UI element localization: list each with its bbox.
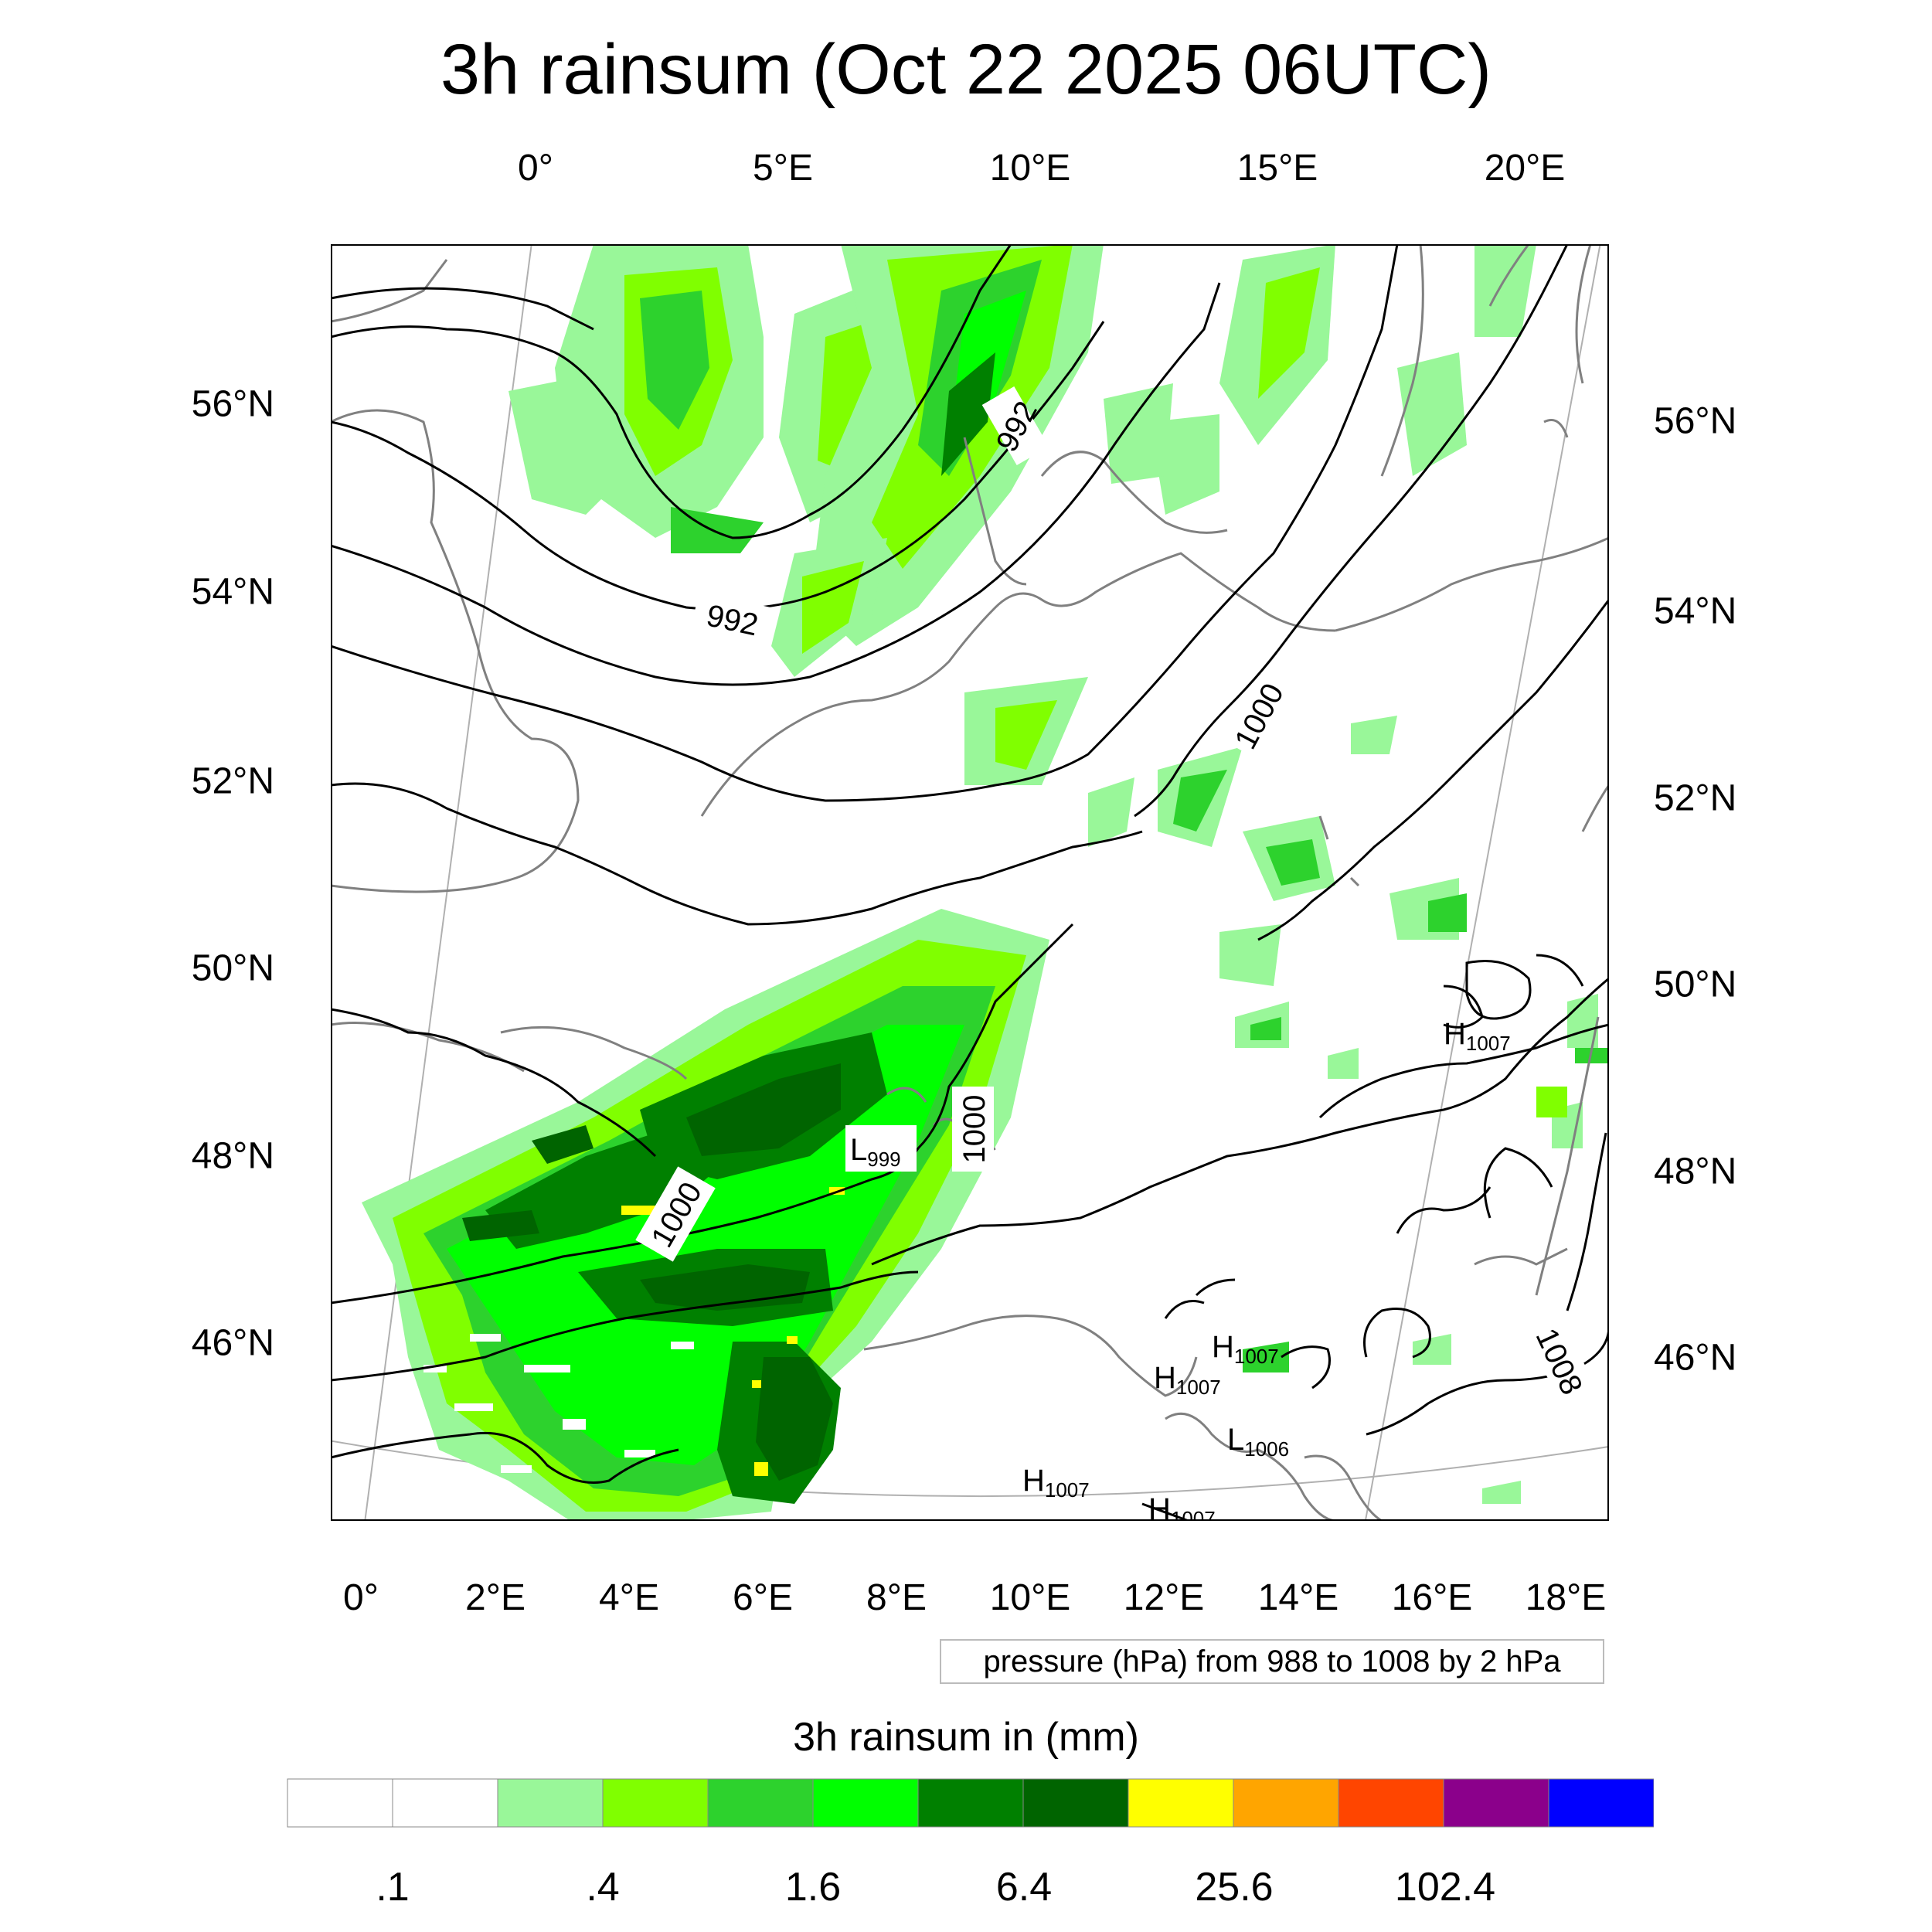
colorbar-label: 25.6 [1195, 1865, 1274, 1910]
contour-info-box: pressure (hPa) from 988 to 1008 by 2 hPa [940, 1639, 1604, 1684]
right-lat-label: 46°N [1654, 1337, 1737, 1379]
left-lat-label: 48°N [191, 1135, 274, 1177]
heavy-rain-cell [752, 1380, 761, 1388]
bottom-lon-label: 16°E [1391, 1577, 1473, 1618]
colorbar [287, 1778, 1654, 1828]
colorbar-swatch [1233, 1778, 1339, 1828]
rainfall-map: 992 992 1000 1000 1000 1008 L999 H1007 H… [331, 244, 1609, 1521]
left-lat-label: 56°N [191, 383, 274, 425]
top-lon-label: 20°E [1484, 148, 1566, 189]
left-lat-label: 52°N [191, 760, 274, 802]
right-lat-label: 48°N [1654, 1151, 1737, 1192]
right-lat-label: 56°N [1654, 400, 1737, 442]
map-title: 3h rainsum (Oct 22 2025 06UTC) [440, 30, 1492, 109]
colorbar-label: 102.4 [1394, 1865, 1496, 1910]
colorbar-swatch [1443, 1778, 1549, 1828]
bottom-lon-label: 8°E [866, 1577, 927, 1618]
high-pressure-marker: H1007 [1022, 1464, 1090, 1502]
colorbar-swatch [1128, 1778, 1234, 1828]
colorbar-swatch [497, 1778, 604, 1828]
bottom-lon-label: 6°E [733, 1577, 793, 1618]
colorbar-swatch [1338, 1778, 1444, 1828]
contour-labels: 992 992 1000 1000 1000 1008 [635, 386, 1595, 1401]
colorbar-label: .4 [586, 1865, 620, 1910]
colorbar-swatch [917, 1778, 1024, 1828]
high-pressure-marker: H1007 [1212, 1330, 1279, 1368]
colorbar-label: .1 [376, 1865, 410, 1910]
left-lat-label: 46°N [191, 1322, 274, 1364]
bottom-lon-label: 14°E [1257, 1577, 1339, 1618]
bottom-lon-label: 12°E [1123, 1577, 1205, 1618]
bottom-lon-label: 10°E [989, 1577, 1071, 1618]
heavy-rain-cell [754, 1462, 768, 1476]
low-pressure-marker: L999 [850, 1133, 901, 1171]
colorbar-swatch [392, 1778, 498, 1828]
colorbar-swatch [1022, 1778, 1129, 1828]
heavy-rain-cell [787, 1336, 798, 1344]
right-lat-label: 54°N [1654, 590, 1737, 632]
colorbar-label: 1.6 [784, 1865, 842, 1910]
colorbar-swatch [707, 1778, 814, 1828]
right-lat-label: 52°N [1654, 777, 1737, 819]
top-lon-label: 5°E [753, 148, 813, 189]
left-lat-label: 54°N [191, 571, 274, 613]
high-pressure-marker: H1007 [1148, 1492, 1216, 1521]
legend-title: 3h rainsum in (mm) [793, 1715, 1139, 1760]
bottom-lon-label: 4°E [599, 1577, 659, 1618]
colorbar-swatch [812, 1778, 919, 1828]
bottom-lon-label: 18°E [1525, 1577, 1607, 1618]
coastlines [331, 244, 1609, 1521]
high-pressure-marker: H1007 [1154, 1361, 1221, 1399]
bottom-lon-label: 0° [343, 1577, 379, 1618]
top-lon-label: 0° [518, 148, 553, 189]
top-lon-label: 15°E [1236, 148, 1318, 189]
low-pressure-marker: L1006 [1227, 1423, 1289, 1461]
high-pressure-marker: H1007 [1444, 1017, 1511, 1055]
colorbar-swatch [602, 1778, 709, 1828]
left-lat-label: 50°N [191, 947, 274, 989]
colorbar-swatch [1548, 1778, 1654, 1828]
top-lon-label: 10°E [989, 148, 1071, 189]
precipitation-field [362, 244, 1609, 1521]
colorbar-swatch [287, 1778, 393, 1828]
bottom-lon-label: 2°E [465, 1577, 526, 1618]
pressure-markers: L999 H1007 H1007 H1007 L1006 H1007 H1007 [845, 1017, 1511, 1521]
colorbar-label: 6.4 [995, 1865, 1053, 1910]
right-lat-label: 50°N [1654, 964, 1737, 1005]
map-frame [331, 244, 1609, 1521]
isobar-label: 1000 [957, 1095, 992, 1164]
